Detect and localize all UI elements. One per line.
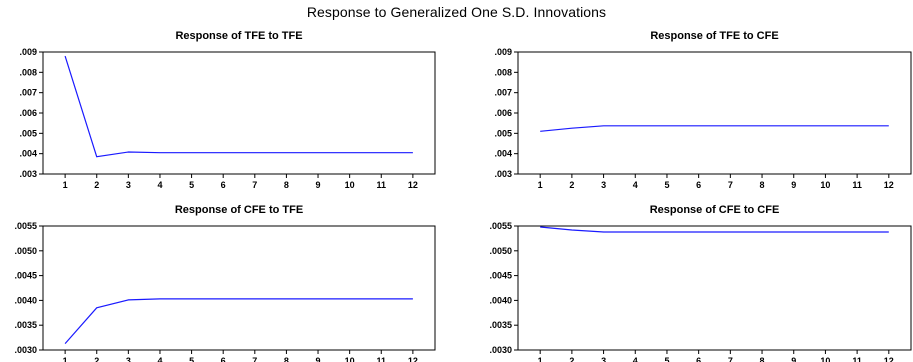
plot-frame [517, 225, 912, 351]
x-tick-label: 1 [538, 180, 543, 190]
x-tick-label: 11 [852, 180, 862, 190]
x-tick-label: 9 [791, 180, 796, 190]
x-tick-label: 9 [316, 180, 321, 190]
y-tick-label: .005 [494, 128, 512, 138]
x-tick-label: 11 [377, 180, 387, 190]
plot-frame [517, 51, 912, 175]
y-tick-label: .0030 [489, 345, 512, 355]
x-tick-label: 3 [601, 356, 606, 362]
x-tick-label: 8 [284, 356, 289, 362]
x-tick-label: 2 [569, 356, 574, 362]
x-tick-label: 10 [345, 180, 355, 190]
x-tick-label: 12 [408, 180, 418, 190]
y-tick-label: .004 [494, 149, 512, 159]
x-tick-label: 5 [664, 356, 669, 362]
x-tick-label: 3 [601, 180, 606, 190]
chart-title: Response of CFE to CFE [649, 204, 780, 216]
x-tick-label: 10 [345, 356, 355, 362]
y-tick-label: .0040 [14, 295, 37, 305]
x-tick-label: 2 [569, 180, 574, 190]
y-tick-label: .006 [19, 108, 37, 118]
y-tick-label: .0035 [489, 320, 512, 330]
x-tick-label: 2 [94, 356, 99, 362]
chart-panel-tfe-to-tfe: Response of TFE to TFE .003 .004 .005 .006.… [0, 26, 456, 190]
x-tick-label: 9 [791, 356, 796, 362]
y-tick-label: .003 [494, 169, 512, 179]
x-tick-label: 12 [884, 180, 894, 190]
x-tick-label: 4 [633, 180, 638, 190]
x-tick-label: 8 [760, 180, 765, 190]
x-tick-label: 10 [820, 180, 830, 190]
y-tick-label: .007 [494, 88, 512, 98]
y-tick-label: .0040 [489, 295, 512, 305]
y-tick-label: .003 [19, 169, 37, 179]
y-tick-label: .0055 [489, 221, 512, 231]
chart-title: Response of TFE to TFE [175, 30, 303, 42]
x-tick-label: 4 [633, 356, 638, 362]
x-tick-label: 1 [63, 180, 68, 190]
series-line [540, 125, 889, 132]
x-tick-label: 12 [884, 356, 894, 362]
x-tick-label: 10 [820, 356, 830, 362]
x-tick-label: 5 [664, 180, 669, 190]
x-tick-label: 12 [408, 356, 418, 362]
y-tick-label: .0030 [14, 345, 37, 355]
y-tick-label: .009 [19, 47, 37, 57]
x-tick-label: 11 [852, 356, 862, 362]
x-tick-label: 3 [126, 180, 131, 190]
x-tick-label: 6 [696, 356, 701, 362]
plot-frame [42, 225, 436, 351]
x-tick-label: 6 [696, 180, 701, 190]
chart-panel-tfe-to-cfe: Response of TFE to CFE .003 .004 .005 .006.… [456, 26, 913, 190]
chart-title: Response of CFE to TFE [174, 204, 304, 216]
x-tick-label: 4 [157, 356, 162, 362]
series-line [540, 226, 889, 233]
x-tick-label: 11 [377, 356, 387, 362]
x-tick-label: 1 [63, 356, 68, 362]
x-tick-label: 7 [252, 180, 257, 190]
y-tick-label: .008 [19, 67, 37, 77]
chart-panel-cfe-to-tfe: Response of CFE to TFE .0030 .0035 .0040 .0… [0, 200, 456, 362]
series-line [64, 298, 413, 344]
x-tick-label: 9 [316, 356, 321, 362]
y-tick-label: .0045 [14, 271, 37, 281]
y-tick-label: .0050 [14, 246, 37, 256]
x-tick-label: 5 [189, 180, 194, 190]
x-tick-label: 7 [252, 356, 257, 362]
y-tick-label: .006 [494, 108, 512, 118]
y-tick-label: .0055 [14, 221, 37, 231]
x-tick-label: 8 [284, 180, 289, 190]
x-tick-label: 4 [157, 180, 162, 190]
x-tick-label: 7 [728, 180, 733, 190]
x-tick-label: 6 [221, 356, 226, 362]
chart-title: Response of TFE to CFE [650, 30, 779, 42]
x-tick-label: 7 [728, 356, 733, 362]
x-tick-label: 6 [221, 180, 226, 190]
y-tick-label: .009 [494, 47, 512, 57]
y-tick-label: .008 [494, 67, 512, 77]
x-tick-label: 8 [760, 356, 765, 362]
y-tick-label: .0045 [489, 271, 512, 281]
x-tick-label: 1 [538, 356, 543, 362]
y-tick-label: .005 [19, 128, 37, 138]
y-tick-label: .0050 [489, 246, 512, 256]
x-tick-label: 5 [189, 356, 194, 362]
y-tick-label: .0035 [14, 320, 37, 330]
series-line [64, 55, 413, 158]
y-tick-label: .004 [19, 149, 37, 159]
x-tick-label: 3 [126, 356, 131, 362]
chart-panel-cfe-to-cfe: Response of CFE to CFE .0030 .0035 .0040 .0… [456, 200, 913, 362]
figure-title: Response to Generalized One S.D. Innovat… [306, 4, 607, 20]
y-tick-label: .007 [19, 88, 37, 98]
x-tick-label: 2 [94, 180, 99, 190]
